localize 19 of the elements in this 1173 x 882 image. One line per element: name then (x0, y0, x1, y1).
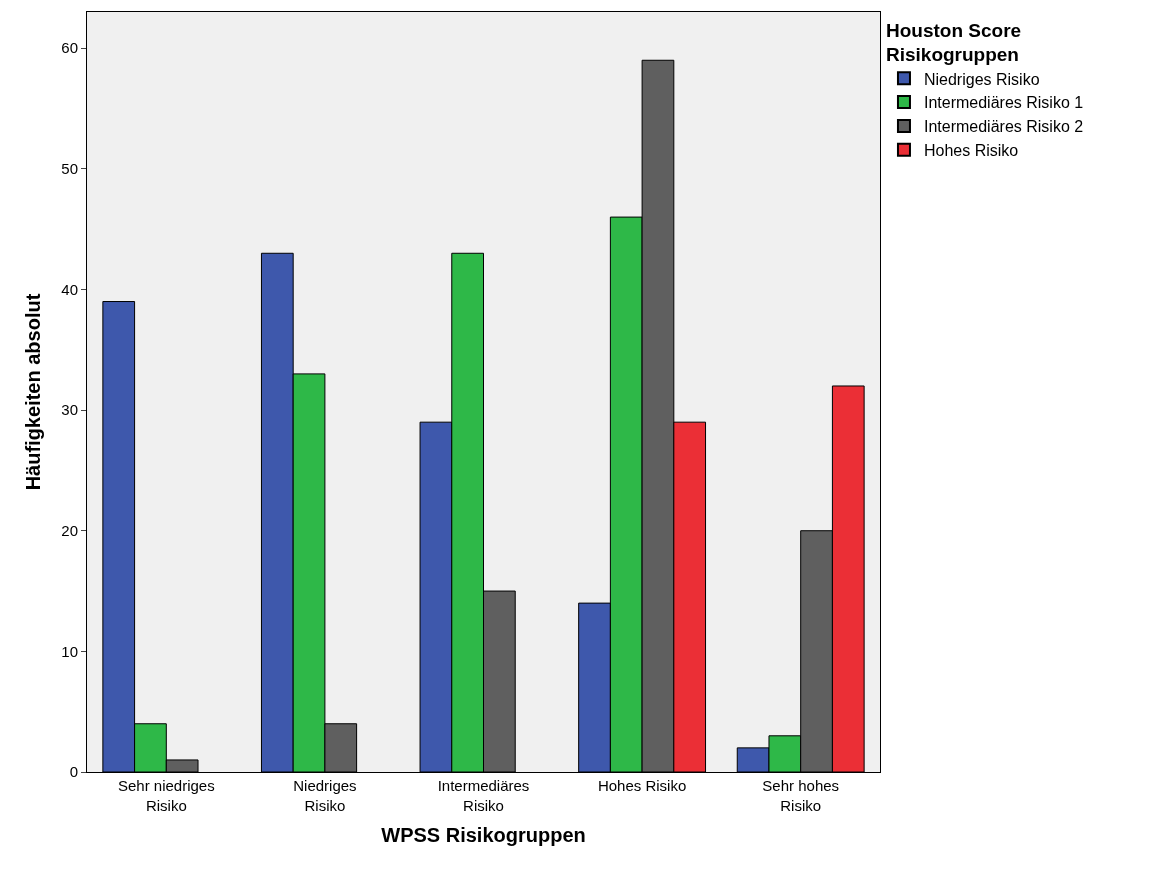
legend-title: Houston Score Risikogruppen (885, 19, 1022, 66)
y-tick-label: 40 (61, 280, 78, 298)
x-tick-label: Sehr hohes Risiko (762, 777, 840, 814)
legend-label: Intermediäres Risiko 1 (923, 94, 1084, 112)
x-tick-label: Hohes Risiko (597, 777, 687, 794)
y-tick-label: 20 (61, 521, 78, 539)
y-tick-label: 0 (69, 763, 78, 781)
legend-label: Intermediäres Risiko 2 (923, 118, 1084, 136)
x-tick-label: Niedriges Risiko (293, 777, 357, 814)
legend-label: Hohes Risiko (923, 141, 1019, 159)
legend-label: Niedriges Risiko (923, 70, 1040, 88)
y-axis-title: Häufigkeiten absolut (21, 293, 44, 491)
y-tick-label: 50 (61, 160, 78, 178)
x-axis-title: WPSS Risikogruppen (381, 824, 586, 846)
y-tick-label: 10 (61, 642, 78, 660)
y-tick-label: 30 (61, 401, 78, 419)
x-tick-label: Sehr niedriges Risiko (117, 777, 215, 814)
x-tick-label: Intermediäres Risiko (437, 777, 530, 814)
y-tick-label: 60 (61, 39, 78, 57)
